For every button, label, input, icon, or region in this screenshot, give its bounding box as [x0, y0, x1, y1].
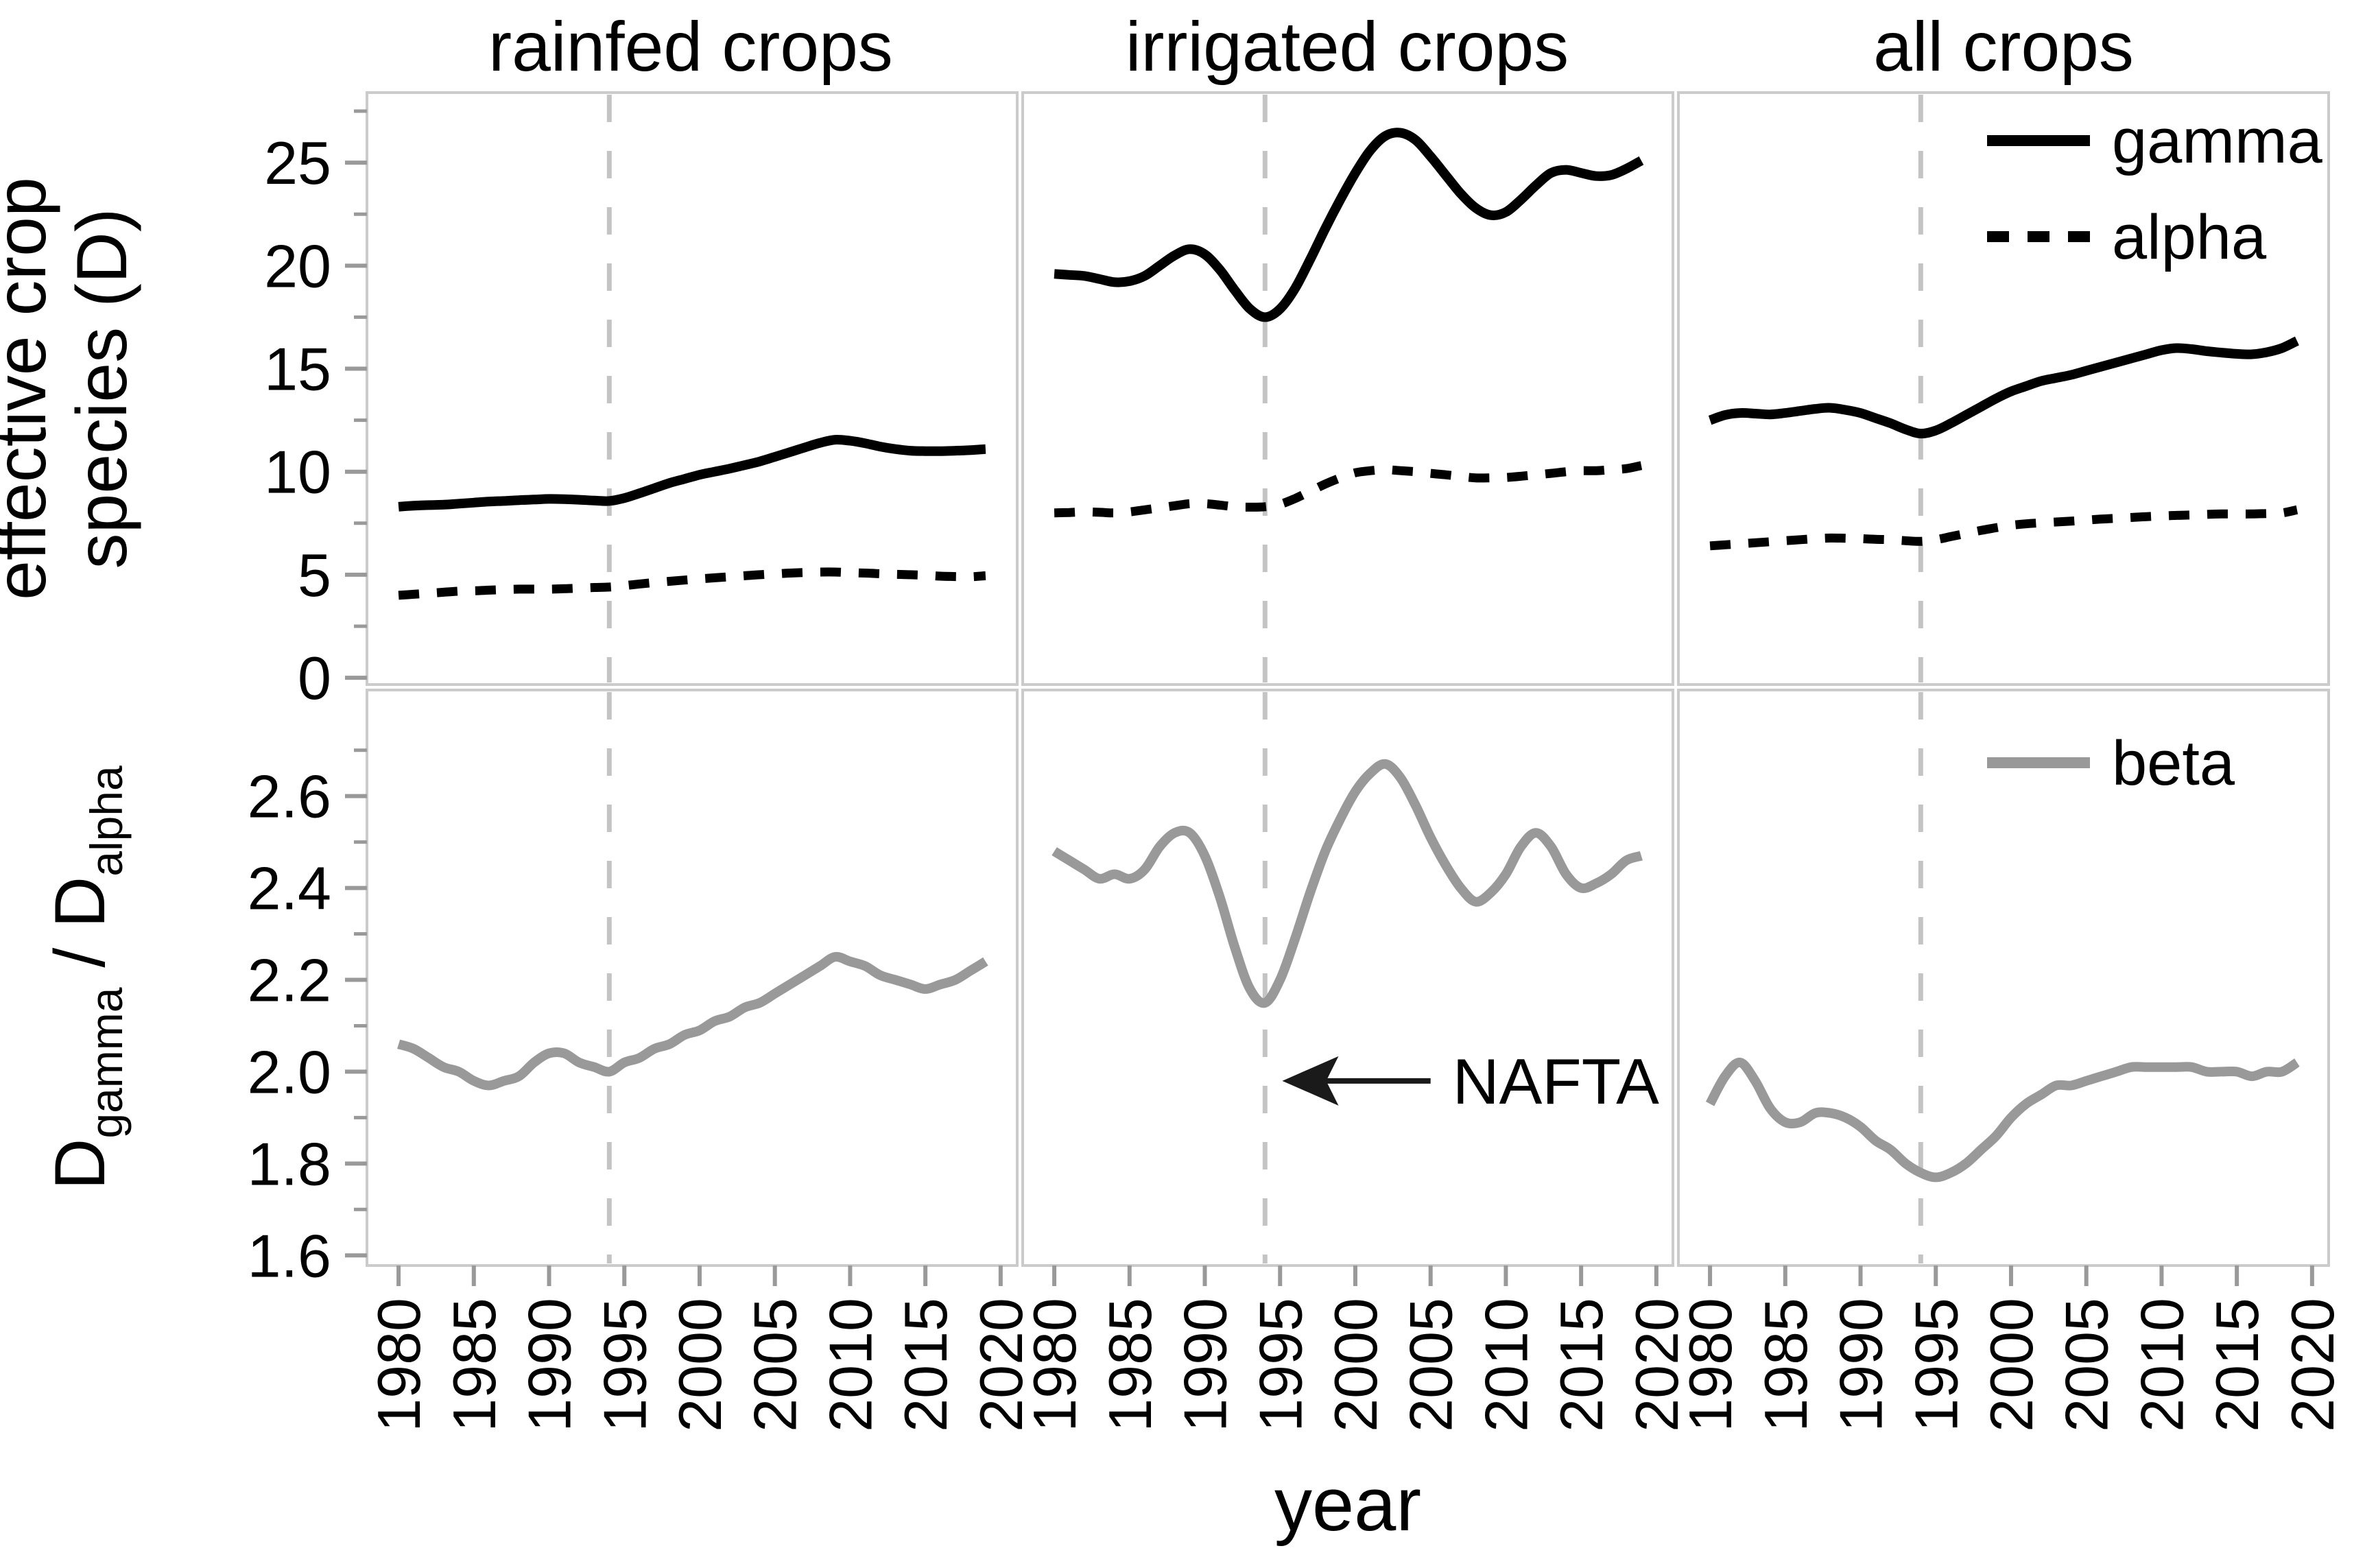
facet-panel-row2-col2 [1021, 689, 1674, 1267]
x-tick-label: 2010 [2128, 1298, 2196, 1432]
y-tick-label: 15 [264, 335, 331, 403]
nafta-annotation: NAFTA [1282, 1045, 1659, 1117]
x-tick-label: 1985 [1752, 1298, 1820, 1432]
y-axis-title-row1: effective cropspecies (D) [0, 177, 142, 600]
x-tick-label: 1990 [516, 1298, 584, 1432]
series-line-beta-rainfed [397, 951, 988, 1091]
x-tick-label: 1995 [1902, 1298, 1970, 1432]
facet-title-irrigated: irrigated crops [1125, 8, 1569, 86]
nafta-annotation-label: NAFTA [1453, 1045, 1659, 1117]
y-tick-label: 20 [264, 232, 331, 300]
x-tick-label: 2020 [967, 1298, 1035, 1432]
x-tick-label: 2005 [1397, 1298, 1465, 1432]
facet-title-rainfed: rainfed crops [488, 8, 893, 86]
x-tick-label: 2005 [2053, 1298, 2121, 1432]
x-tick-label: 1985 [440, 1298, 508, 1432]
y-tick-label: 5 [298, 541, 331, 609]
series-line-beta-all [1705, 1058, 2300, 1183]
y-tick-label: 10 [264, 438, 331, 506]
y-tick-label: 2.4 [248, 855, 331, 923]
x-tick-label: 2020 [2279, 1298, 2346, 1432]
x-tick-label: 2000 [1977, 1298, 2045, 1432]
panel-border [1677, 689, 2330, 1267]
y-axis-title-row2-text: Dgamma / Dalpha [40, 765, 132, 1190]
facet-panel-row1-col2 [1021, 91, 1674, 686]
x-tick-label: 2005 [741, 1298, 809, 1432]
x-tick-label: 1980 [1676, 1298, 1744, 1432]
y-tick-label: 1.8 [248, 1130, 331, 1198]
x-tick-label: 1995 [1246, 1298, 1314, 1432]
y-tick-label: 2.0 [248, 1038, 331, 1106]
series-line-gamma-all [1708, 336, 2299, 439]
y-tick-label: 0 [298, 644, 331, 712]
series-line-gamma-rainfed [398, 434, 986, 512]
x-tick-label: 2015 [2203, 1298, 2271, 1432]
x-tick-label: 1985 [1096, 1298, 1164, 1432]
legend-label-alpha: alpha [2112, 202, 2267, 272]
x-tick-label: 2015 [892, 1298, 960, 1432]
x-tick-label: 1980 [1021, 1298, 1089, 1432]
x-tick-label: 2010 [1472, 1298, 1540, 1432]
panel-border [366, 689, 1019, 1267]
x-tick-label: 2010 [816, 1298, 884, 1432]
x-tick-label: 2020 [1623, 1298, 1691, 1432]
facet-panel-row2-col1 [366, 689, 1019, 1267]
x-tick-label: 1990 [1827, 1298, 1895, 1432]
x-tick-label: 1995 [591, 1298, 658, 1432]
facet-panel-row1-col3 [1677, 91, 2330, 686]
x-tick-label: 2000 [1322, 1298, 1390, 1432]
panel-border [366, 91, 1019, 686]
y-axis-title-row2: Dgamma / Dalpha [40, 765, 132, 1190]
series-line-gamma-irrigated [1054, 128, 1644, 322]
panel-border [1021, 689, 1674, 1267]
y-tick-label: 2.2 [248, 947, 331, 1014]
series-line-beta-irrigated [1051, 759, 1643, 1008]
x-tick-label: 1990 [1172, 1298, 1239, 1432]
y-tick-label: 1.6 [248, 1222, 331, 1290]
x-tick-label: 2015 [1547, 1298, 1615, 1432]
legend-label-gamma: gamma [2112, 106, 2323, 176]
facet-panel-row2-col3 [1677, 689, 2330, 1267]
x-tick-label: 2000 [666, 1298, 734, 1432]
y-tick-label: 25 [264, 129, 331, 197]
nafta-arrowhead-icon [1282, 1056, 1339, 1106]
y-axis-title-row1-text: effective cropspecies (D) [0, 177, 142, 600]
facet-title-all-crops: all crops [1873, 8, 2134, 86]
x-axis-title: year [1274, 1462, 1421, 1547]
y-tick-label: 2.6 [248, 763, 331, 831]
legend-label-beta: beta [2112, 728, 2235, 798]
x-tick-label: 1980 [365, 1298, 433, 1432]
facet-panel-row1-col1 [366, 91, 1019, 686]
panel-border [1677, 91, 2330, 686]
